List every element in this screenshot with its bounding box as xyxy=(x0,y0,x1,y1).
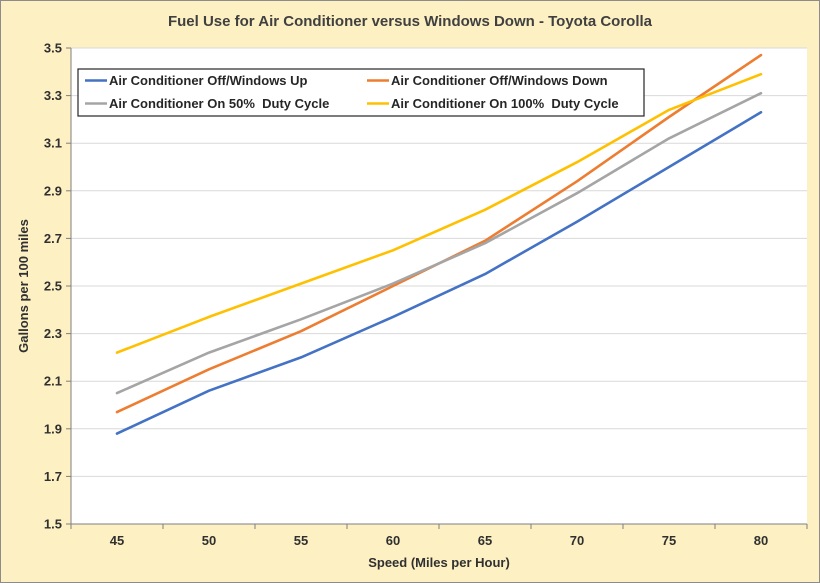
chart-title: Fuel Use for Air Conditioner versus Wind… xyxy=(168,13,653,30)
y-tick-label: 1.9 xyxy=(44,421,62,436)
legend-label-2: Air Conditioner Off/Windows Down xyxy=(391,73,608,88)
x-axis-ticks: 45 50 55 60 65 70 75 80 xyxy=(70,524,808,548)
y-tick-label: 2.3 xyxy=(44,326,62,341)
y-tick-label: 2.9 xyxy=(44,183,62,198)
legend-box xyxy=(77,68,645,117)
x-tick-label: 45 xyxy=(110,533,124,548)
legend-label-4: Air Conditioner On 100% Duty Cycle xyxy=(391,96,619,111)
y-tick-label: 2.5 xyxy=(44,279,62,294)
y-tick-label: 3.1 xyxy=(44,136,62,151)
x-tick-label: 75 xyxy=(662,533,676,548)
series-line-4 xyxy=(115,72,763,354)
x-tick-label: 65 xyxy=(478,533,492,548)
x-axis-label: Speed (Miles per Hour) xyxy=(368,555,510,570)
x-tick-label: 80 xyxy=(754,533,768,548)
y-tick-label: 2.1 xyxy=(44,374,62,389)
series-line-3 xyxy=(115,91,763,395)
x-tick-label: 50 xyxy=(202,533,216,548)
x-tick-label: 55 xyxy=(294,533,308,548)
series-line-1 xyxy=(115,111,763,435)
y-tick-label: 3.5 xyxy=(44,41,62,56)
y-tick-label: 2.7 xyxy=(44,231,62,246)
y-tick-label: 1.5 xyxy=(44,517,62,532)
x-tick-label: 60 xyxy=(386,533,400,548)
legend-label-1: Air Conditioner Off/Windows Up xyxy=(109,73,308,88)
y-tick-label: 1.7 xyxy=(44,469,62,484)
y-axis-label: Gallons per 100 miles xyxy=(16,219,31,353)
y-tick-label: 3.3 xyxy=(44,88,62,103)
legend-label-3: Air Conditioner On 50% Duty Cycle xyxy=(109,96,329,111)
x-tick-label: 70 xyxy=(570,533,584,548)
y-axis-ticks: 1.5 1.7 1.9 2.1 2.3 2.5 2.7 2.9 3.1 3.3 3.5 xyxy=(44,41,71,532)
series-lines xyxy=(115,53,763,435)
legend: Air Conditioner Off/Windows Up Air Condit… xyxy=(77,68,645,117)
